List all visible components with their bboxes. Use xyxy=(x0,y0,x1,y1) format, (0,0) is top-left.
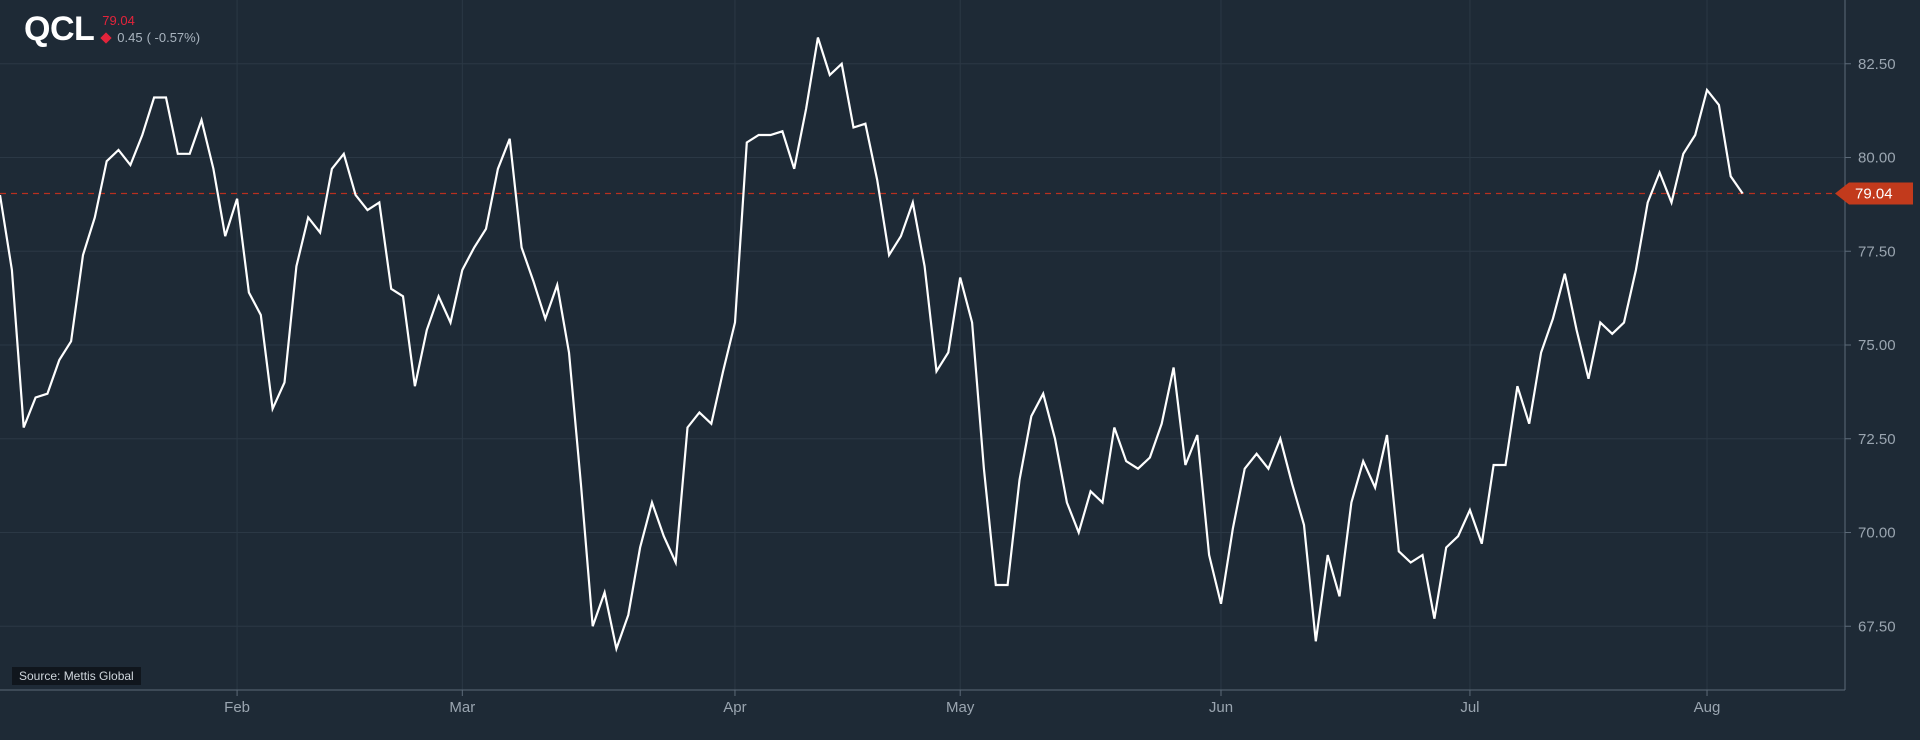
y-tick-label: 75.00 xyxy=(1858,337,1896,354)
source-badge: Source: Mettis Global xyxy=(12,667,141,685)
last-price: 79.04 xyxy=(102,13,135,28)
y-tick-label: 80.00 xyxy=(1858,150,1896,167)
price-tag-layer: 79.04 xyxy=(1835,182,1913,205)
change-row: 0.45 ( -0.57%) xyxy=(100,30,201,45)
x-tick-label: Aug xyxy=(1694,699,1721,716)
series-layer xyxy=(0,37,1744,653)
y-tick-label: 67.50 xyxy=(1858,618,1896,635)
x-tick-label: Apr xyxy=(723,699,746,716)
price-series-line xyxy=(0,37,1744,653)
last-price-tag-label: 79.04 xyxy=(1855,186,1893,203)
y-tick-label: 70.00 xyxy=(1858,525,1896,542)
y-tick-label: 77.50 xyxy=(1858,243,1896,260)
quote-block: 79.04 0.45 ( -0.57%) xyxy=(100,10,201,45)
instrument-header: QCL 79.04 0.45 ( -0.57%) xyxy=(24,10,200,48)
ticker-symbol[interactable]: QCL xyxy=(24,10,95,48)
x-tick-label: May xyxy=(946,699,975,716)
x-tick-label: Jul xyxy=(1460,699,1479,716)
down-diamond-icon xyxy=(100,31,112,44)
x-axis-labels: Feb Mar Apr May Jun Jul Aug xyxy=(224,699,1720,716)
x-tick-label: Feb xyxy=(224,699,250,716)
x-tick-label: Jun xyxy=(1209,699,1233,716)
price-change: 0.45 xyxy=(117,30,143,45)
x-tick-label: Mar xyxy=(449,699,475,716)
y-axis-labels: 67.50 70.00 72.50 75.00 77.50 80.00 82.50 xyxy=(1858,56,1896,636)
y-tick-label: 72.50 xyxy=(1858,431,1896,448)
grid-lines xyxy=(0,0,1845,690)
axes xyxy=(0,0,1851,696)
price-change-percent: ( -0.57%) xyxy=(146,30,201,45)
y-tick-label: 82.50 xyxy=(1858,56,1896,73)
last-price-tag xyxy=(1835,182,1913,205)
